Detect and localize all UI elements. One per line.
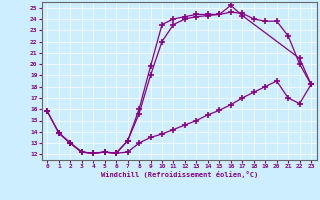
- X-axis label: Windchill (Refroidissement éolien,°C): Windchill (Refroidissement éolien,°C): [100, 171, 258, 178]
